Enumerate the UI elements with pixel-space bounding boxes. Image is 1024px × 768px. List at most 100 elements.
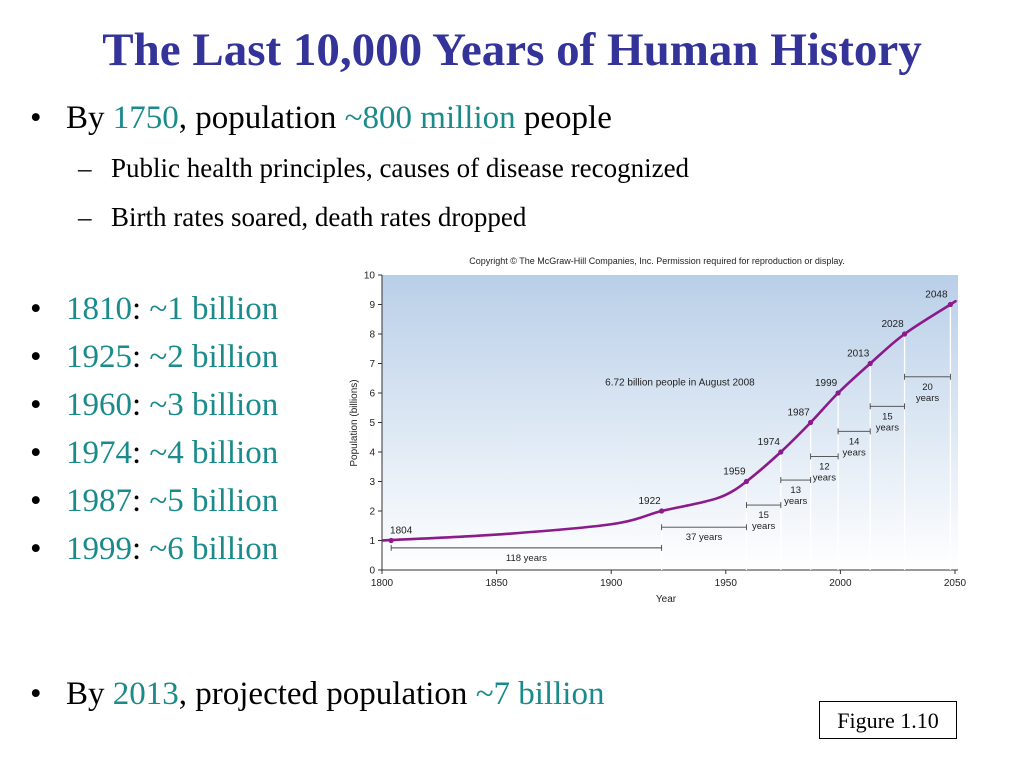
y-tick-label: 10 (364, 271, 376, 282)
milestone-sep: : (132, 483, 150, 519)
y-tick-label: 8 (369, 330, 375, 341)
population-curve (381, 299, 957, 542)
point-label: 1804 (390, 526, 413, 537)
milestone-value: ~2 billion (149, 339, 279, 375)
plot-area (382, 275, 958, 570)
y-tick-label: 9 (369, 300, 375, 311)
point-label: 1974 (758, 437, 781, 448)
data-point (388, 537, 394, 544)
milestone-year: 1987 (66, 483, 132, 519)
point-label: 1922 (638, 496, 661, 507)
milestone-sep: : (132, 435, 150, 471)
interval-label: years (916, 393, 939, 404)
milestone-1960: • 1960: ~3 billion (30, 385, 278, 425)
milestone-sep: : (132, 339, 150, 375)
point-label: 1959 (723, 467, 746, 478)
bullet-1750: • By 1750, population ~800 million people (30, 98, 612, 138)
bullet-text-post: people (515, 100, 612, 136)
bullet-dot: • (30, 387, 42, 423)
y-tick-label: 4 (369, 448, 375, 459)
milestone-year: 1925 (66, 339, 132, 375)
data-point (947, 301, 954, 308)
population-chart: Copyright © The McGraw-Hill Companies, I… (349, 256, 967, 605)
milestone-value: ~3 billion (149, 387, 279, 423)
milestone-value: ~5 billion (149, 483, 279, 519)
bullet-dot: • (30, 291, 42, 327)
milestone-sep: : (132, 387, 150, 423)
point-label: 1999 (815, 378, 838, 389)
y-tick-label: 5 (369, 418, 375, 429)
bullet-dot: • (30, 676, 42, 712)
data-point (659, 508, 665, 514)
y-tick-label: 1 (369, 536, 375, 547)
slide-title: The Last 10,000 Years of Human History (102, 24, 922, 76)
bullet-dot: • (30, 531, 42, 567)
x-tick-label: 2000 (829, 578, 852, 589)
interval-label: 13 (790, 485, 801, 496)
interval-label: years (843, 447, 866, 458)
milestone-1999: • 1999: ~6 billion (30, 529, 278, 569)
milestone-sep: : (132, 531, 150, 567)
bullet-year: 2013 (112, 676, 179, 712)
y-tick-label: 6 (369, 389, 375, 400)
interval-label: 118 years (506, 553, 547, 564)
data-point (901, 331, 908, 337)
milestone-value: ~4 billion (149, 435, 279, 471)
interval-label: 15 (758, 510, 769, 521)
bullet-dot: • (30, 435, 42, 471)
dash: – (78, 153, 92, 183)
sub-bullet-rates: – Birth rates soared, death rates dropped (78, 200, 526, 234)
y-axis-label: Population (billions) (349, 379, 360, 466)
point-label: 2013 (847, 349, 870, 360)
milestone-1810: • 1810: ~1 billion (30, 289, 278, 329)
point-label: 2048 (925, 290, 948, 301)
dash: – (78, 202, 92, 232)
x-tick-label: 1800 (371, 578, 394, 589)
y-tick-label: 3 (369, 477, 375, 488)
y-tick-label: 2 (369, 507, 375, 518)
milestone-year: 1974 (66, 435, 132, 471)
bullet-value: ~7 billion (475, 676, 605, 712)
milestone-sep: : (132, 291, 150, 327)
data-point (743, 478, 750, 485)
milestone-1974: • 1974: ~4 billion (30, 433, 278, 473)
milestone-year: 1999 (66, 531, 132, 567)
bullet-dot: • (30, 483, 42, 519)
milestone-1925: • 1925: ~2 billion (30, 337, 278, 377)
bullet-2013: • By 2013, projected population ~7 billio… (30, 674, 604, 714)
sub-bullet-text: Public health principles, causes of dise… (111, 153, 690, 183)
bullet-text-mid: , projected population (178, 676, 476, 712)
data-point (835, 390, 841, 396)
bullet-dot: • (30, 339, 42, 375)
figure-label: Figure 1.10 (819, 701, 957, 739)
sub-bullet-health: – Public health principles, causes of dis… (78, 151, 689, 185)
interval-label: 12 (819, 461, 830, 472)
bullet-value: ~800 million (344, 100, 516, 136)
bullet-text-mid: , population (178, 100, 345, 136)
bullet-text-pre: By (66, 100, 113, 136)
interval-label: 37 years (686, 532, 723, 543)
data-point (808, 419, 814, 426)
bullet-text-pre: By (66, 676, 113, 712)
x-tick-label: 1950 (715, 578, 738, 589)
data-point (778, 449, 784, 455)
y-tick-label: 0 (369, 566, 375, 577)
point-label: 1987 (787, 408, 810, 419)
sub-bullet-text: Birth rates soared, death rates dropped (111, 202, 527, 232)
bullet-dot: • (30, 100, 42, 136)
interval-label: years (784, 496, 807, 507)
milestone-year: 1960 (66, 387, 132, 423)
interval-label: years (876, 422, 899, 433)
interval-label: 14 (849, 436, 860, 447)
x-axis-label: Year (656, 594, 677, 605)
milestone-year: 1810 (66, 291, 132, 327)
y-tick-label: 7 (369, 359, 375, 370)
bullet-year: 1750 (112, 100, 179, 136)
interval-label: years (813, 472, 836, 483)
interval-label: 15 (882, 411, 893, 422)
interval-label: years (752, 521, 775, 532)
point-label: 2028 (881, 319, 904, 330)
milestone-1987: • 1987: ~5 billion (30, 481, 278, 521)
interval-label: 20 (922, 382, 933, 393)
milestone-value: ~6 billion (149, 531, 279, 567)
